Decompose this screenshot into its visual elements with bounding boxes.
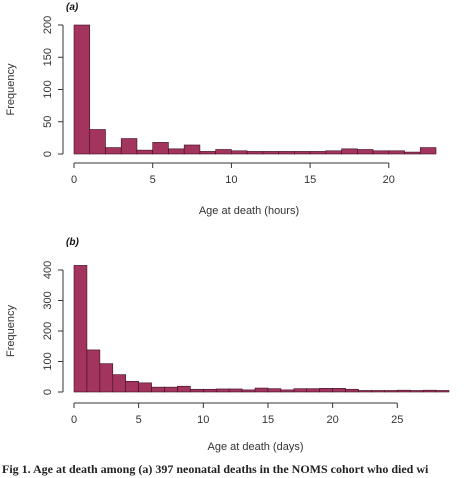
- y-tick-label-b-300: 300: [42, 291, 54, 309]
- histogram-bar-a-15: [309, 151, 327, 155]
- histogram-bar-a-5: [152, 142, 169, 155]
- histogram-bar-b-2: [99, 363, 114, 393]
- y-tick-label-a-100: 100: [42, 80, 54, 98]
- x-tick-label-a-15: 15: [304, 174, 316, 186]
- histogram-bar-a-10: [231, 150, 248, 155]
- histogram-bar-b-25: [396, 389, 411, 393]
- y-tick-label-b-0: 0: [42, 389, 54, 395]
- histogram-bar-b-26: [409, 390, 424, 393]
- histogram-bar-a-22: [419, 147, 437, 155]
- histogram-bar-b-6: [151, 386, 165, 393]
- histogram-bar-b-7: [164, 386, 178, 393]
- histogram-bar-a-4: [136, 149, 153, 155]
- panel-label-b: (b): [66, 237, 79, 248]
- x-tick-label-b-15: 15: [262, 414, 274, 426]
- y-tick-label-a-200: 200: [42, 16, 54, 34]
- y-axis-title-a: Frequency: [5, 63, 17, 115]
- histogram-bar-a-9: [215, 149, 232, 155]
- histogram-bar-b-3: [112, 374, 127, 393]
- histogram-bar-b-28: [435, 390, 450, 393]
- histogram-bar-b-0: [73, 265, 88, 393]
- x-tick-label-a-0: 0: [71, 174, 77, 186]
- figure-caption: Fig 1. Age at death among (a) 397 neonat…: [2, 462, 429, 476]
- histogram-bar-a-8: [199, 151, 216, 155]
- x-tick-label-a-5: 5: [150, 174, 156, 186]
- histogram-bar-a-7: [183, 144, 201, 155]
- histogram-bar-b-18: [306, 388, 320, 393]
- histogram-bar-a-2: [105, 147, 122, 155]
- histogram-bar-b-12: [228, 388, 243, 393]
- x-axis-title-a: Age at death (hours): [199, 205, 299, 217]
- histogram-bar-a-14: [294, 151, 311, 155]
- y-tick-label-b-400: 400: [42, 261, 54, 279]
- histogram-bar-a-18: [357, 149, 374, 155]
- y-tick-label-a-50: 50: [42, 116, 54, 128]
- histogram-bar-b-9: [190, 388, 204, 393]
- histogram-bar-b-13: [241, 389, 256, 393]
- histogram-bar-a-12: [262, 151, 279, 155]
- x-tick-label-b-25: 25: [391, 414, 403, 426]
- histogram-bar-a-3: [120, 138, 138, 155]
- histogram-bar-b-24: [384, 390, 398, 393]
- histogram-bar-b-27: [422, 389, 437, 393]
- histogram-bar-a-19: [372, 150, 390, 155]
- histogram-bar-b-17: [293, 388, 308, 393]
- histogram-bar-b-1: [86, 349, 101, 393]
- histogram-bar-a-6: [168, 148, 185, 155]
- y-tick-label-b-100: 100: [42, 352, 54, 370]
- x-tick-label-b-0: 0: [71, 414, 77, 426]
- y-tick-label-a-150: 150: [42, 48, 54, 66]
- histogram-bar-a-21: [404, 151, 421, 155]
- histogram-bar-b-20: [332, 388, 346, 393]
- histogram-bar-b-5: [138, 382, 152, 393]
- histogram-bar-a-20: [388, 150, 405, 155]
- histogram-bar-b-15: [267, 388, 282, 393]
- histogram-bar-b-23: [371, 390, 385, 393]
- histogram-bar-a-16: [325, 150, 342, 155]
- x-tick-label-a-20: 20: [383, 174, 395, 186]
- x-tick-label-b-10: 10: [197, 414, 209, 426]
- panel-label-a: (a): [66, 2, 79, 13]
- x-tick-label-b-5: 5: [136, 414, 142, 426]
- histogram-bar-a-13: [278, 151, 295, 155]
- histogram-bar-a-17: [341, 148, 358, 155]
- x-tick-label-a-10: 10: [225, 174, 237, 186]
- x-axis-title-b: Age at death (days): [207, 441, 303, 453]
- histogram-bar-b-21: [345, 388, 359, 393]
- y-tick-label-b-200: 200: [42, 322, 54, 340]
- histogram-bar-b-4: [125, 381, 139, 393]
- histogram-bar-a-1: [89, 129, 106, 155]
- histogram-bar-b-8: [177, 385, 191, 393]
- histogram-bar-b-11: [215, 388, 230, 393]
- histogram-bar-b-14: [254, 387, 269, 393]
- x-tick-label-b-20: 20: [326, 414, 338, 426]
- y-axis-title-b: Frequency: [5, 305, 17, 357]
- histogram-bar-b-16: [280, 389, 295, 393]
- y-tick-label-a-0: 0: [42, 151, 54, 157]
- histogram-bar-a-0: [73, 24, 91, 155]
- histogram-bar-b-22: [358, 390, 372, 393]
- histogram-bar-b-10: [203, 388, 217, 393]
- histogram-bar-b-19: [319, 388, 333, 393]
- histogram-bar-a-11: [246, 151, 264, 155]
